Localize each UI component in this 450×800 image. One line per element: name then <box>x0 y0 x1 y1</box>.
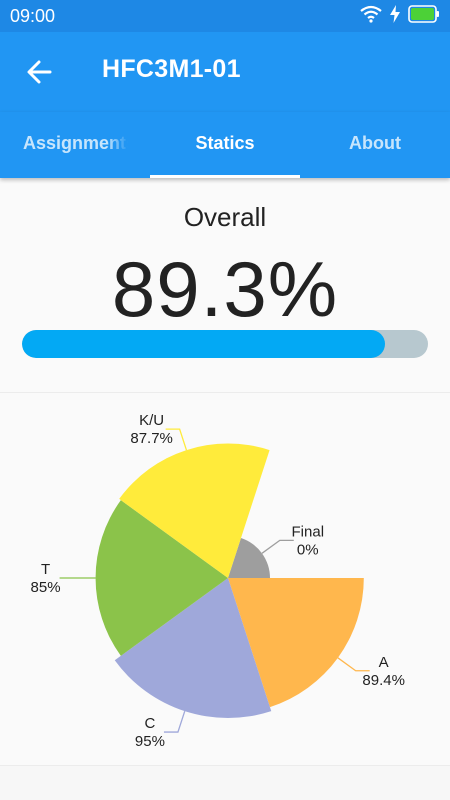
back-button[interactable] <box>22 54 58 90</box>
overall-progress-fill <box>22 330 385 358</box>
overall-progress-bar <box>22 330 428 358</box>
chart-card: Final 0% A 89.4% C 95% T 85% K/U 87.7% <box>0 393 450 766</box>
tab-bar: Assignments Statics About <box>0 112 450 178</box>
battery-icon <box>408 5 439 23</box>
chart-slice-label: C 95% <box>135 715 165 750</box>
chart-slice-a[interactable] <box>228 578 364 708</box>
tab-indicator <box>150 175 300 178</box>
chart-slice-k-u[interactable] <box>119 443 270 578</box>
chart-slice-c[interactable] <box>114 578 272 718</box>
overall-value: 89.3% <box>111 245 339 333</box>
status-icons <box>360 5 440 23</box>
status-bar: 09:00 <box>0 0 450 32</box>
chart-leader-line <box>261 539 294 554</box>
battery-level <box>411 8 434 20</box>
back-arrow-icon <box>27 60 52 84</box>
page-title: HFC3M1-01 <box>102 55 241 83</box>
wifi-icon <box>360 5 382 23</box>
chart-leader-line <box>163 710 186 733</box>
polar-area-chart: Final 0% A 89.4% C 95% T 85% K/U 87.7% <box>31 412 405 750</box>
status-time: 09:00 <box>10 6 56 26</box>
tab-label: Assignments <box>23 132 128 153</box>
chart-slice-t[interactable] <box>95 500 228 656</box>
chart-slice-final[interactable] <box>228 538 270 578</box>
chart-slice-label: Final 0% <box>292 523 325 558</box>
charging-bolt-icon <box>390 5 400 23</box>
chart-leader-line <box>337 657 370 672</box>
tab-assignments[interactable]: Assignments <box>0 112 150 174</box>
overall-card: Overall 89.3% <box>0 178 450 393</box>
chart-leader-line <box>165 428 188 451</box>
tab-statics[interactable]: Statics <box>150 112 300 174</box>
chart-slice-label: T 85% <box>31 561 61 596</box>
tab-label: Statics <box>195 132 255 153</box>
chart-slice-label: A 89.4% <box>362 654 405 689</box>
app-bar: HFC3M1-01 <box>0 32 450 112</box>
chart-slice-label: K/U 87.7% <box>130 412 173 447</box>
overall-label: Overall <box>183 202 267 232</box>
tab-about[interactable]: About <box>300 112 450 174</box>
tab-label: About <box>349 132 401 153</box>
